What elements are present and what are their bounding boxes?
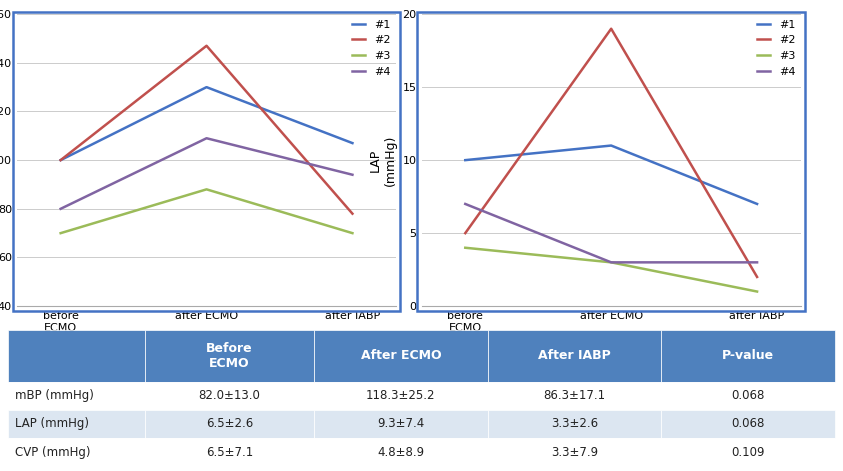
- #4: [752, 260, 762, 265]
- Line: #1: #1: [61, 87, 352, 160]
- Text: 3.3±7.9: 3.3±7.9: [550, 446, 598, 459]
- #2: [606, 26, 616, 32]
- #3: [56, 230, 66, 236]
- Text: CVP (mmHg): CVP (mmHg): [15, 446, 91, 459]
- Text: After ECMO: After ECMO: [361, 349, 441, 362]
- Text: LAP (mmHg): LAP (mmHg): [15, 417, 89, 430]
- #4: [56, 206, 66, 211]
- Text: P-value: P-value: [722, 349, 774, 362]
- Text: 9.3±7.4: 9.3±7.4: [377, 417, 425, 430]
- Text: 0.068: 0.068: [731, 417, 765, 430]
- Text: Before
ECMO: Before ECMO: [206, 341, 253, 370]
- Text: 0.109: 0.109: [731, 446, 765, 459]
- Legend: #1, #2, #3, #4: #1, #2, #3, #4: [352, 20, 390, 77]
- #4: [606, 260, 616, 265]
- Line: #4: #4: [61, 138, 352, 209]
- #1: [56, 157, 66, 163]
- Line: #2: #2: [61, 46, 352, 214]
- Line: #3: #3: [61, 189, 352, 233]
- Text: 0.068: 0.068: [731, 389, 765, 402]
- #4: [460, 201, 470, 207]
- #1: [460, 157, 470, 163]
- #1: [752, 201, 762, 207]
- #4: [347, 172, 357, 178]
- #1: [606, 143, 616, 148]
- Text: 82.0±13.0: 82.0±13.0: [198, 389, 260, 402]
- #2: [56, 157, 66, 163]
- Text: 118.3±25.2: 118.3±25.2: [366, 389, 436, 402]
- #3: [460, 245, 470, 251]
- #2: [752, 274, 762, 280]
- Legend: #1, #2, #3, #4: #1, #2, #3, #4: [756, 20, 795, 77]
- Text: mBP (mmHg): mBP (mmHg): [15, 389, 94, 402]
- #3: [606, 260, 616, 265]
- Text: After IABP: After IABP: [538, 349, 610, 362]
- Y-axis label: LAP
(mmHg): LAP (mmHg): [369, 134, 397, 186]
- Text: 6.5±7.1: 6.5±7.1: [206, 446, 253, 459]
- Text: 6.5±2.6: 6.5±2.6: [206, 417, 253, 430]
- Text: 3.3±2.6: 3.3±2.6: [550, 417, 598, 430]
- #2: [347, 211, 357, 217]
- Line: #2: #2: [465, 29, 757, 277]
- #1: [347, 140, 357, 146]
- #3: [347, 230, 357, 236]
- Line: #1: #1: [465, 146, 757, 204]
- Line: #3: #3: [465, 248, 757, 292]
- #4: [201, 136, 212, 141]
- #3: [201, 187, 212, 192]
- #2: [201, 43, 212, 49]
- #1: [201, 84, 212, 90]
- #2: [460, 230, 470, 236]
- Line: #4: #4: [465, 204, 757, 262]
- Text: 4.8±8.9: 4.8±8.9: [378, 446, 424, 459]
- #3: [752, 289, 762, 294]
- Text: 86.3±17.1: 86.3±17.1: [543, 389, 605, 402]
